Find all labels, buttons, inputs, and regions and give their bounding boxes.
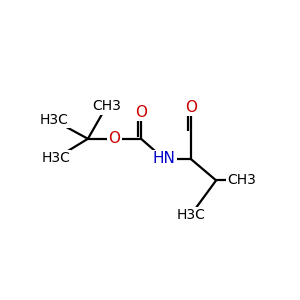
Text: O: O [185,100,197,115]
Text: CH3: CH3 [92,100,121,113]
Text: H3C: H3C [176,208,205,222]
Text: H3C: H3C [41,152,70,165]
Text: HN: HN [153,152,175,166]
Text: CH3: CH3 [227,173,256,188]
Text: O: O [135,105,147,120]
Text: O: O [109,131,121,146]
Text: H3C: H3C [40,113,68,127]
